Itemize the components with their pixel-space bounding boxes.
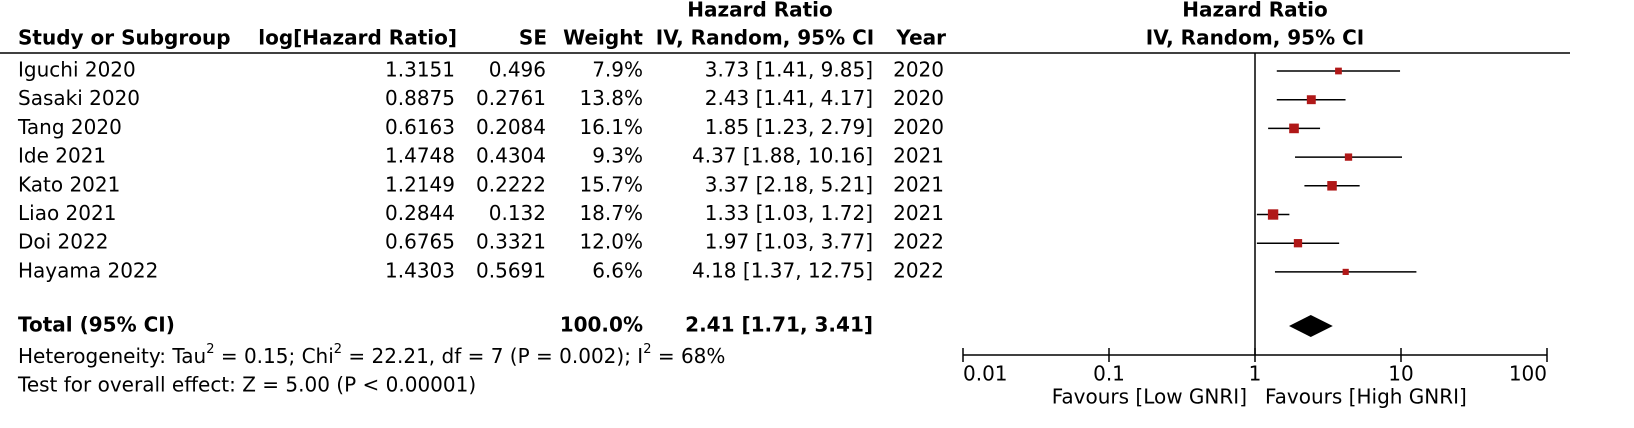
hr-ci: 4.18 [1.37, 12.75] xyxy=(692,258,873,282)
header: Study or Subgroup xyxy=(18,26,231,50)
se: 0.4304 xyxy=(476,144,546,168)
heterogeneity-part: 2 xyxy=(643,342,651,357)
weight: 7.9% xyxy=(592,58,643,82)
x-tick-label: 0.01 xyxy=(963,362,1008,386)
hr-ci: 1.97 [1.03, 3.77] xyxy=(705,230,873,254)
log-hr: 0.2844 xyxy=(385,201,455,225)
hr-ci: 3.37 [2.18, 5.21] xyxy=(705,172,873,196)
study: Sasaki 2020 xyxy=(18,86,140,110)
log-hr: 0.6765 xyxy=(385,230,455,254)
study: Liao 2021 xyxy=(18,201,116,225)
header: IV, Random, 95% CI xyxy=(1146,26,1364,50)
hr-ci: 4.37 [1.88, 10.16] xyxy=(692,144,873,168)
se: 0.5691 xyxy=(476,258,546,282)
x-tick-label: 1 xyxy=(1249,362,1262,386)
heterogeneity-part: Heterogeneity: Tau xyxy=(18,344,206,368)
weight: 18.7% xyxy=(579,201,643,225)
weight: 16.1% xyxy=(579,115,643,139)
effect-square xyxy=(1267,209,1279,220)
total-weight: 100.0% xyxy=(560,313,643,337)
weight: 9.3% xyxy=(592,144,643,168)
weight: 12.0% xyxy=(579,230,643,254)
se: 0.496 xyxy=(489,58,546,82)
effect-square xyxy=(1293,239,1303,248)
heterogeneity: Heterogeneity: Tau2 = 0.15; Chi2 = 22.21… xyxy=(18,342,725,368)
weight: 13.8% xyxy=(579,86,643,110)
study: Tang 2020 xyxy=(17,115,122,139)
overall-effect: Test for overall effect: Z = 5.00 (P < 0… xyxy=(17,373,476,397)
header: SE xyxy=(519,26,547,50)
year: 2021 xyxy=(893,172,944,196)
header: log[Hazard Ratio] xyxy=(258,26,457,50)
heterogeneity-part: 2 xyxy=(334,342,342,357)
hr-ci: 2.43 [1.41, 4.17] xyxy=(705,86,873,110)
x-tick-label: 100 xyxy=(1509,362,1547,386)
log-hr: 1.4303 xyxy=(385,258,455,282)
study: Doi 2022 xyxy=(18,230,108,254)
year: 2020 xyxy=(893,115,944,139)
effect-square xyxy=(1344,153,1353,161)
study: Hayama 2022 xyxy=(18,258,158,282)
header: IV, Random, 95% CI xyxy=(656,26,874,50)
effect-square xyxy=(1342,268,1349,275)
favours-right: Favours [High GNRI] xyxy=(1265,385,1467,409)
favours-left: Favours [Low GNRI] xyxy=(1052,385,1247,409)
se: 0.2084 xyxy=(476,115,546,139)
header: Hazard Ratio xyxy=(1182,0,1328,22)
total-hr: 2.41 [1.71, 3.41] xyxy=(685,313,873,337)
weight: 6.6% xyxy=(592,258,643,282)
weight: 15.7% xyxy=(579,172,643,196)
header: Year xyxy=(895,26,946,50)
se: 0.3321 xyxy=(476,230,546,254)
year: 2020 xyxy=(893,86,944,110)
se: 0.2761 xyxy=(476,86,546,110)
total-diamond xyxy=(1289,315,1333,337)
heterogeneity-part: 2 xyxy=(206,342,214,357)
year: 2022 xyxy=(893,230,944,254)
x-tick-label: 0.1 xyxy=(1093,362,1125,386)
log-hr: 1.3151 xyxy=(385,58,455,82)
header: Hazard Ratio xyxy=(687,0,833,22)
hr-ci: 1.85 [1.23, 2.79] xyxy=(705,115,873,139)
total-label: Total (95% CI) xyxy=(18,313,175,337)
year: 2020 xyxy=(893,58,944,82)
header: Weight xyxy=(563,26,643,50)
se: 0.2222 xyxy=(476,172,546,196)
effect-square xyxy=(1289,123,1299,134)
se: 0.132 xyxy=(489,201,546,225)
year: 2021 xyxy=(893,201,944,225)
year: 2021 xyxy=(893,144,944,168)
log-hr: 0.8875 xyxy=(385,86,455,110)
heterogeneity-part: = 0.15; Chi xyxy=(214,344,333,368)
hr-ci: 1.33 [1.03, 1.72] xyxy=(705,201,873,225)
effect-square xyxy=(1327,181,1337,191)
heterogeneity-part: = 22.21, df = 7 (P = 0.002); I xyxy=(342,344,643,368)
study: Iguchi 2020 xyxy=(18,58,136,82)
year: 2022 xyxy=(893,258,944,282)
heterogeneity-part: = 68% xyxy=(651,344,725,368)
log-hr: 1.4748 xyxy=(385,144,455,168)
study: Kato 2021 xyxy=(18,172,120,196)
effect-square xyxy=(1306,95,1316,105)
log-hr: 1.2149 xyxy=(385,172,455,196)
effect-square xyxy=(1335,67,1342,75)
hr-ci: 3.73 [1.41, 9.85] xyxy=(705,58,873,82)
study: Ide 2021 xyxy=(18,144,106,168)
log-hr: 0.6163 xyxy=(385,115,455,139)
x-tick-label: 10 xyxy=(1388,362,1413,386)
